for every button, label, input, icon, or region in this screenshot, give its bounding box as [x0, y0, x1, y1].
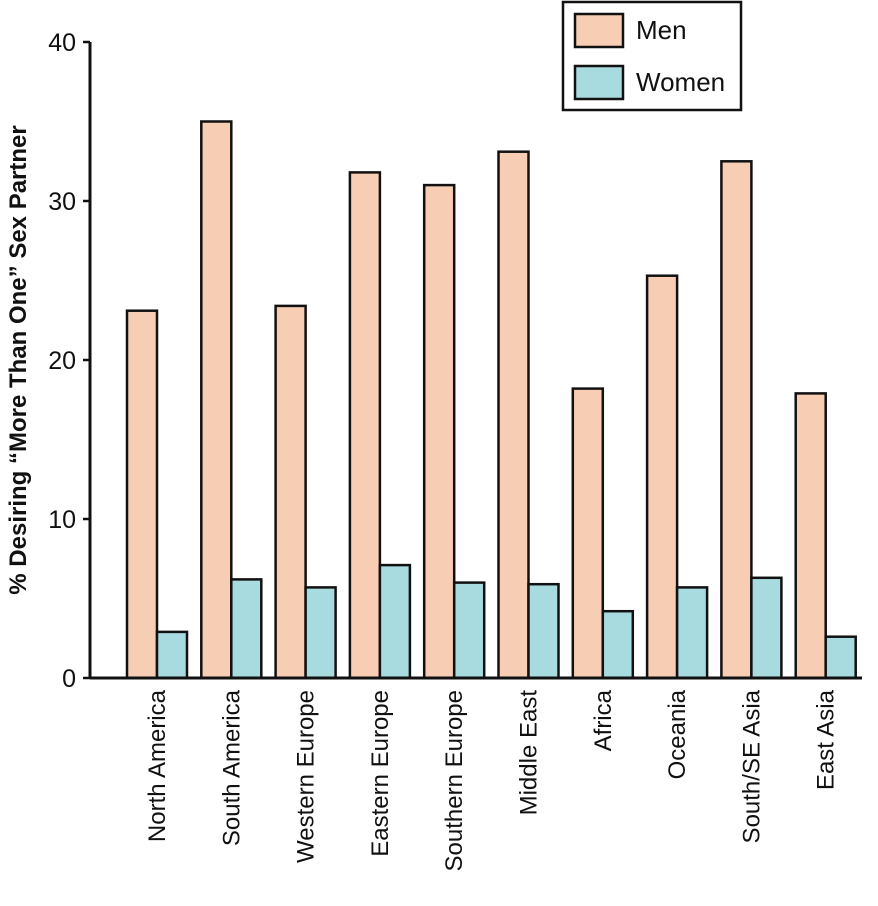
x-tick-label: South/SE Asia — [738, 689, 765, 843]
bars-group — [125, 120, 857, 680]
bar-women-3 — [378, 563, 412, 680]
bar-women-6 — [601, 609, 635, 680]
x-labels-group: North America South America Western Europe… — [144, 689, 840, 871]
bar-men-3 — [348, 171, 382, 680]
bar-men-1 — [200, 120, 233, 680]
bar-women-2 — [304, 586, 337, 680]
bar-women-1 — [230, 578, 263, 680]
legend-label-men: Men — [636, 15, 687, 45]
bar-women-9 — [824, 635, 857, 680]
bar-men-4 — [422, 183, 456, 680]
legend-swatch-men — [573, 12, 625, 49]
y-ticks-group: 0 10 20 30 40 — [48, 29, 90, 693]
y-tick-label: 40 — [48, 29, 76, 57]
y-tick-label: 10 — [48, 506, 76, 534]
x-tick-label: Western Europe — [293, 690, 320, 863]
bar-men-2 — [274, 304, 307, 680]
legend: Men Women — [561, 0, 743, 112]
bar-women-5 — [527, 582, 560, 680]
legend-label-women: Women — [636, 67, 725, 97]
y-axis-label: % Desiring “More Than One” Sex Partner — [5, 125, 32, 594]
bar-men-0 — [125, 309, 159, 680]
bar-men-7 — [645, 274, 679, 680]
x-tick-label: North America — [144, 689, 171, 842]
x-tick-label: South America — [218, 689, 245, 846]
x-tick-label: Oceania — [664, 689, 691, 779]
x-tick-label: Middle East — [516, 690, 543, 816]
bar-women-8 — [750, 576, 783, 680]
bar-women-4 — [452, 581, 486, 680]
bar-men-6 — [571, 387, 605, 680]
x-tick-label: Africa — [590, 689, 617, 751]
bar-men-8 — [720, 160, 753, 680]
bar-women-7 — [675, 586, 709, 680]
y-tick-label: 30 — [48, 188, 76, 216]
legend-swatch-women — [573, 64, 625, 101]
y-tick-label: 0 — [62, 665, 76, 693]
bar-men-5 — [497, 150, 530, 680]
y-tick-label: 20 — [48, 347, 76, 375]
bar-men-9 — [794, 392, 827, 680]
x-tick-label: Eastern Europe — [367, 690, 394, 857]
bar-women-0 — [155, 630, 189, 680]
x-tick-label: Southern Europe — [441, 690, 468, 871]
x-tick-label: East Asia — [813, 689, 840, 790]
